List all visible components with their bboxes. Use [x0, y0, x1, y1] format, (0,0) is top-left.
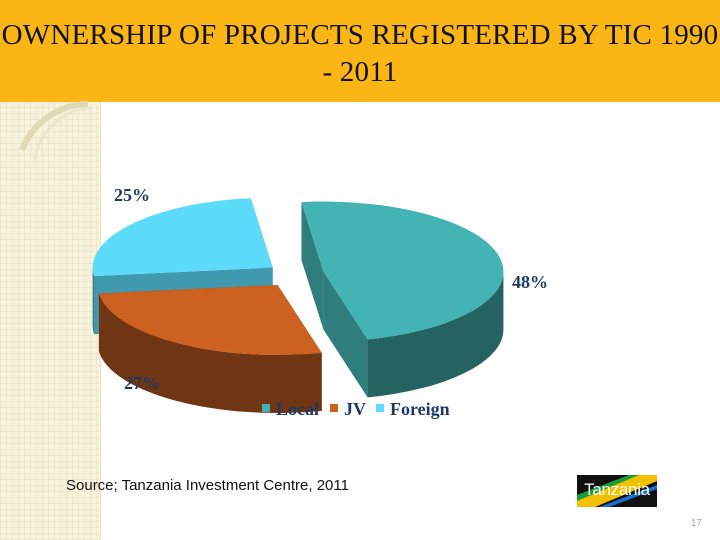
- legend-swatch-jv: [330, 404, 338, 412]
- pie-slice-foreign: [92, 198, 273, 277]
- pie-slice-jv: [98, 284, 322, 355]
- pie-slice-side-jv: [98, 293, 322, 413]
- source-note: Source; Tanzania Investment Centre, 2011: [66, 477, 349, 494]
- pie-slice-local: [301, 201, 504, 340]
- pie-slices-group: [92, 198, 504, 413]
- legend-label-foreign: Foreign: [390, 399, 450, 419]
- chart-legend: Local JV Foreign: [262, 399, 450, 419]
- decorative-side-strip: [0, 102, 100, 540]
- decorative-arcs: [19, 101, 93, 161]
- logo-text: Tanzania: [584, 480, 650, 499]
- legend-label-local: Local: [276, 399, 319, 419]
- pie-slice-wall-local: [323, 271, 368, 398]
- pie-label-jv: 27%: [124, 373, 160, 393]
- slide-title: OWNERSHIP OF PROJECTS REGISTERED BY TIC …: [1, 19, 719, 88]
- pie-slice-wall-local: [301, 202, 324, 330]
- pie-labels-group: 48% 27% 25%: [114, 185, 548, 393]
- tanzania-flag-icon: [577, 475, 657, 507]
- pie-slice-side-foreign: [92, 267, 95, 335]
- pie-slice-side-local: [367, 271, 504, 398]
- legend-label-jv: JV: [344, 399, 366, 419]
- pie-label-foreign: 25%: [114, 185, 150, 205]
- legend-swatch-foreign: [376, 404, 384, 412]
- tanzania-logo: Tanzania: [577, 475, 657, 507]
- title-bar: OWNERSHIP OF PROJECTS REGISTERED BY TIC …: [0, 0, 720, 102]
- legend-swatch-local: [262, 404, 270, 412]
- pie-label-local: 48%: [512, 272, 548, 292]
- page-number: 17: [690, 518, 702, 529]
